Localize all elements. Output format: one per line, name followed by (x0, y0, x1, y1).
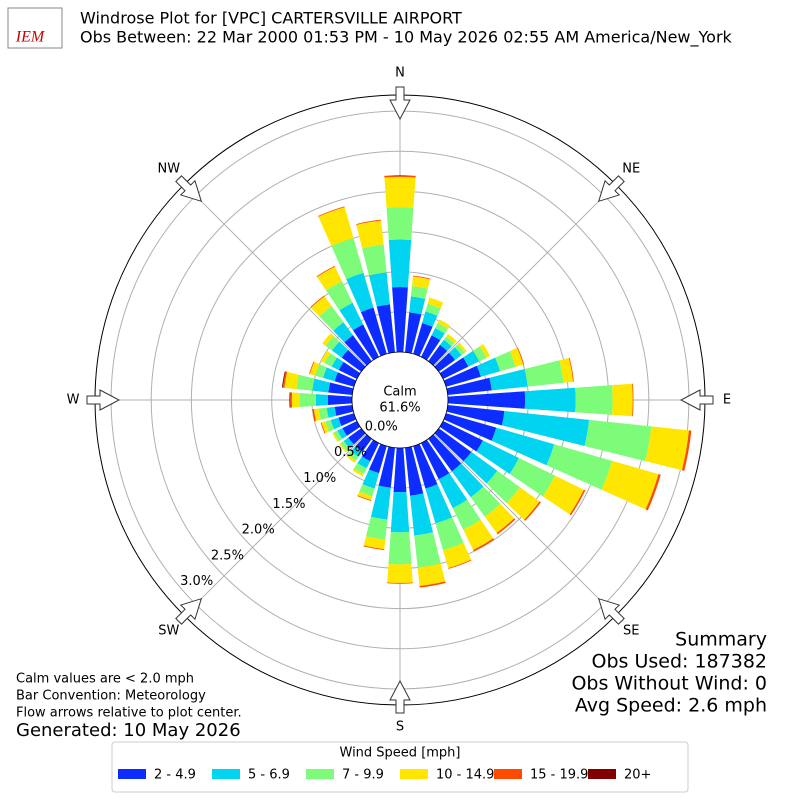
chart-subtitle: Obs Between: 22 Mar 2000 01:53 PM - 10 M… (80, 28, 733, 48)
legend-swatch (212, 769, 240, 779)
note: Flow arrows relative to plot center. (16, 706, 242, 721)
legend-title: Wind Speed [mph] (340, 746, 461, 761)
legend-swatch (400, 769, 428, 779)
r-tick-label: 1.0% (303, 471, 336, 486)
direction-label: S (396, 720, 404, 735)
direction-label: NW (157, 161, 180, 176)
note: Bar Convention: Meteorology (16, 689, 206, 704)
generated: Generated: 10 May 2026 (16, 720, 241, 741)
bar-segment (389, 532, 412, 564)
legend-label: 20+ (624, 768, 651, 783)
bar-segment (290, 392, 292, 407)
logo-text: IEM (15, 29, 46, 46)
calm-label: Calm (383, 385, 416, 400)
bar-segment (384, 177, 415, 208)
bar-segment (328, 395, 352, 405)
bar-segment (292, 392, 300, 407)
note: Calm values are < 2.0 mph (16, 672, 194, 687)
r-tick-label: 1.5% (272, 497, 305, 512)
bar-segment (389, 240, 411, 288)
direction-label: E (723, 393, 731, 408)
bar-segment (327, 407, 337, 418)
legend-label: 5 - 6.9 (248, 768, 290, 783)
bar-segment (525, 388, 576, 413)
legend-label: 2 - 4.9 (154, 768, 196, 783)
bar-segment (316, 394, 328, 406)
chart-title: Windrose Plot for [VPC] CARTERSVILLE AIR… (80, 9, 462, 28)
calm-value: 61.6% (379, 401, 420, 416)
bar-segment (575, 385, 612, 415)
bar-segment (300, 393, 316, 407)
legend-swatch (118, 769, 146, 779)
direction-label: SE (623, 624, 639, 639)
bar-segment (612, 384, 633, 416)
bar-segment (387, 564, 413, 583)
bar-segment (391, 492, 409, 532)
r-tick-label: 2.5% (211, 548, 244, 563)
legend-swatch (494, 769, 522, 779)
legend-swatch (588, 769, 616, 779)
summary: Obs Without Wind: 0 (571, 673, 767, 695)
r-tick-label: 3.0% (180, 574, 213, 589)
direction-label: SW (158, 624, 179, 639)
r-tick-label: 0.0% (365, 419, 398, 434)
legend-swatch (306, 769, 334, 779)
summary: Obs Used: 187382 (592, 651, 767, 673)
summary: Summary (675, 629, 767, 651)
summary: Avg Speed: 2.6 mph (575, 695, 767, 717)
legend-label: 15 - 19.9 (530, 768, 588, 783)
r-tick-label: 2.0% (242, 523, 275, 538)
legend-label: 7 - 9.9 (342, 768, 384, 783)
direction-label: NE (622, 161, 640, 176)
legend-label: 10 - 14.9 (436, 768, 494, 783)
direction-label: W (67, 393, 80, 408)
direction-label: N (395, 66, 405, 81)
r-tick-label: 0.5% (334, 445, 367, 460)
bar-segment (387, 207, 414, 240)
